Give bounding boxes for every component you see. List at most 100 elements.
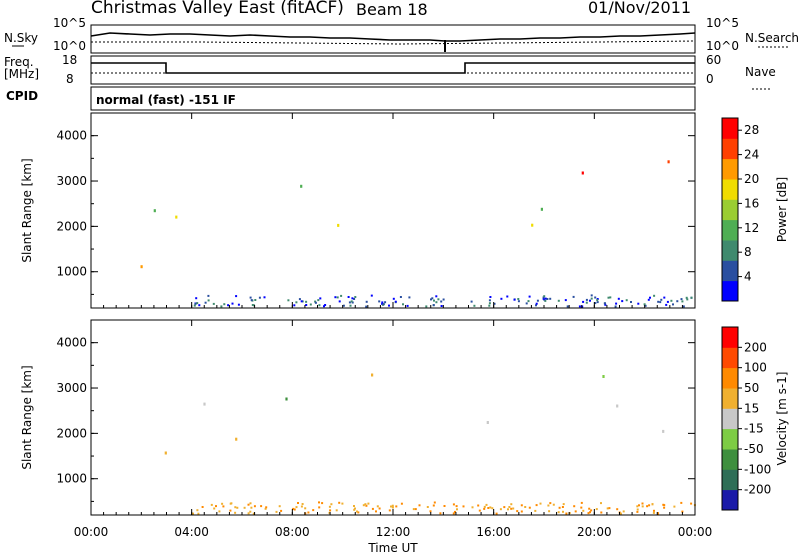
- ground-scatter-cell: [193, 304, 196, 307]
- ground-scatter-cell: [542, 296, 545, 299]
- colorbar-swatch: [722, 347, 738, 369]
- colorbar-swatch: [722, 260, 738, 282]
- colorbar-swatch: [722, 449, 738, 470]
- ground-scatter-cell: [568, 512, 571, 514]
- ground-scatter-cell: [596, 301, 599, 304]
- ground-scatter-cell: [362, 504, 365, 507]
- ground-scatter-cell: [673, 505, 676, 508]
- colorbar-swatch: [722, 388, 738, 409]
- ground-scatter-cell: [243, 506, 246, 509]
- ground-scatter-cell: [390, 505, 392, 508]
- ground-scatter-cell: [574, 510, 577, 513]
- ground-scatter-cell: [487, 507, 490, 509]
- ground-scatter-cell: [604, 303, 607, 306]
- ground-scatter-cell: [440, 305, 443, 307]
- ground-scatter-cell: [536, 299, 539, 302]
- ground-scatter-cell: [349, 304, 352, 307]
- freq-strip: Freq. [MHz] 18 8 60 0 Nave: [4, 53, 776, 90]
- ground-scatter-cell: [585, 298, 588, 301]
- ground-scatter-cell: [524, 506, 527, 508]
- ground-scatter-cell: [335, 509, 338, 512]
- ground-scatter-cell: [534, 509, 537, 512]
- ground-scatter-cell: [676, 300, 679, 303]
- y-axis-label: Slant Range [km]: [20, 158, 34, 262]
- ground-scatter-cell: [558, 506, 561, 509]
- velocity-panel: 1000 2000 3000 4000 Slant Range [km] 200 100 50…: [20, 319, 789, 539]
- ground-scatter-cell: [432, 304, 435, 307]
- ground-scatter-cell: [452, 512, 455, 515]
- ground-scatter-cell: [305, 300, 308, 303]
- ground-scatter-cell: [454, 510, 456, 513]
- ground-scatter-cell: [686, 298, 689, 301]
- ground-scatter-cell: [195, 297, 198, 300]
- colorbar-swatch: [722, 158, 738, 180]
- colorbar-tick-label: 16: [744, 196, 759, 210]
- ground-scatter-cell: [483, 505, 486, 508]
- freq-label: Freq.: [4, 55, 34, 69]
- ground-scatter-cell: [418, 504, 421, 507]
- date-label: 01/Nov/2011: [588, 0, 692, 17]
- ground-scatter-cell: [517, 298, 520, 300]
- nave-tick-top: 60: [706, 53, 721, 67]
- ground-scatter-cell: [516, 510, 519, 513]
- ground-scatter-cell: [609, 296, 612, 299]
- y-tick-label: 3000: [56, 174, 87, 188]
- ground-scatter-cell: [641, 505, 644, 508]
- ground-scatter-cell: [636, 510, 639, 513]
- ground-scatter-cell: [198, 304, 201, 307]
- colorbar-swatch: [722, 219, 738, 241]
- ground-scatter-cell: [572, 295, 575, 298]
- colorbar-tick-label: 20: [744, 172, 759, 186]
- ground-scatter-cell: [473, 304, 476, 307]
- nsearch-tick-bottom: 10^0: [706, 39, 739, 53]
- ground-scatter-cell: [353, 505, 355, 507]
- ground-scatter-cell: [336, 296, 339, 299]
- ground-scatter-cell: [230, 502, 233, 505]
- ground-scatter-cell: [500, 297, 503, 300]
- colorbar-tick-label: 28: [744, 123, 759, 137]
- ground-scatter-cell: [412, 508, 415, 511]
- ground-scatter-cell: [562, 503, 565, 506]
- ground-scatter-cell: [430, 298, 432, 301]
- ground-scatter-cell: [227, 304, 230, 307]
- ground-scatter-cell: [300, 505, 303, 508]
- plot-title: Christmas Valley East (fitACF): [91, 0, 344, 18]
- ground-scatter-cell: [265, 506, 268, 509]
- echo-cell: [337, 223, 340, 227]
- ground-scatter-cell: [672, 303, 674, 306]
- ground-scatter-cell: [485, 503, 488, 506]
- colorbar-tick-label: 15: [744, 401, 759, 415]
- colorbar-swatch: [722, 179, 738, 200]
- ground-scatter-cell: [295, 301, 298, 304]
- ground-scatter-cell: [223, 303, 226, 306]
- ground-scatter-cell: [312, 509, 315, 512]
- ground-scatter-cell: [690, 296, 693, 299]
- ground-scatter-cell: [305, 304, 308, 306]
- ground-scatter-cell: [517, 300, 520, 303]
- colorbar-swatch: [722, 118, 738, 139]
- ground-scatter-cell: [210, 503, 213, 506]
- ground-scatter-cell: [194, 302, 197, 305]
- ground-scatter-cell: [338, 501, 341, 504]
- ground-scatter-cell: [477, 504, 480, 507]
- colorbar-tick-label: -200: [744, 483, 771, 497]
- colorbar-swatch: [722, 367, 738, 389]
- ground-scatter-cell: [287, 299, 290, 302]
- colorbar-tick-label: -100: [744, 462, 771, 476]
- ground-scatter-cell: [408, 296, 411, 299]
- ground-scatter-cell: [512, 507, 515, 510]
- ground-scatter-cell: [207, 299, 210, 302]
- ground-scatter-cell: [600, 502, 602, 505]
- ground-scatter-cell: [589, 511, 591, 514]
- ground-scatter-cell: [641, 502, 644, 505]
- ground-scatter-cell: [370, 294, 373, 297]
- ground-scatter-cell: [547, 504, 550, 507]
- ground-scatter-cell: [659, 301, 662, 304]
- ground-scatter-cell: [381, 301, 384, 304]
- ground-scatter-cell: [663, 506, 666, 509]
- ground-scatter-cell: [212, 302, 215, 305]
- echo-cell: [164, 451, 167, 455]
- ground-scatter-cell: [213, 507, 216, 510]
- x-tick-label: 04:00: [174, 525, 209, 539]
- ground-scatter-cell: [329, 509, 332, 512]
